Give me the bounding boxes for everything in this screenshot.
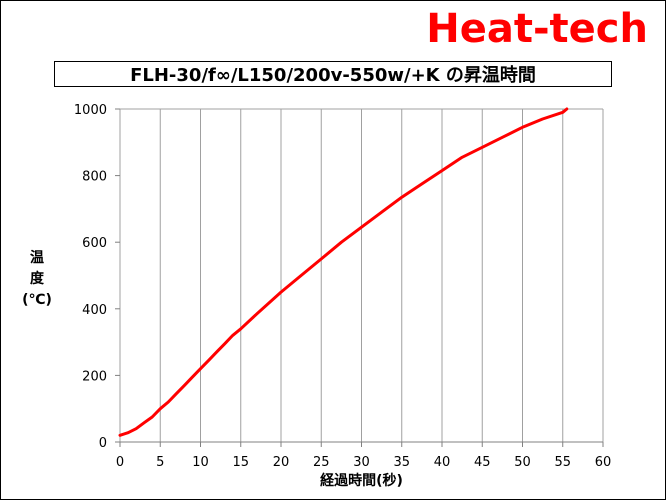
x-tick-label: 25 <box>313 455 330 470</box>
x-tick-label: 50 <box>514 455 531 470</box>
brand-logo: Heat-tech <box>426 6 648 52</box>
y-tick-label: 200 <box>82 369 107 384</box>
y-axis-title-line: (℃) <box>22 292 52 308</box>
x-tick-label: 20 <box>273 455 290 470</box>
x-tick-label: 5 <box>156 455 164 470</box>
x-tick-label: 55 <box>554 455 571 470</box>
y-tick-label: 600 <box>82 236 107 251</box>
x-axis-title: 経過時間(秒) <box>320 472 403 489</box>
y-tick-labels: 0 200 400 600 800 1000 <box>74 103 107 451</box>
series-line <box>118 107 569 437</box>
x-tick-labels: 0 5 10 15 20 25 30 35 40 45 50 55 60 <box>116 455 611 470</box>
y-tick-label: 0 <box>99 436 107 451</box>
chart-title-box: FLH-30/f∞/L150/200v-550w/+K の昇温時間 <box>54 61 612 87</box>
y-axis-title-line: 温 <box>30 250 44 266</box>
y-axis-title-line: 度 <box>30 270 45 287</box>
y-tick-label: 800 <box>82 170 107 185</box>
series-lines <box>118 107 569 437</box>
x-tick-label: 30 <box>353 455 370 470</box>
chart-title: FLH-30/f∞/L150/200v-550w/+K の昇温時間 <box>130 65 536 86</box>
plot-area <box>115 108 604 447</box>
x-tick-label: 15 <box>232 455 249 470</box>
y-tick-label: 400 <box>82 303 107 318</box>
x-tick-label: 10 <box>192 455 209 470</box>
x-tick-label: 45 <box>474 455 491 470</box>
x-tick-label: 60 <box>595 455 612 470</box>
y-tick-label: 1000 <box>74 103 107 118</box>
y-axis-title: 温度 (℃) <box>22 250 52 308</box>
x-tick-label: 35 <box>393 455 410 470</box>
x-tick-label: 0 <box>116 455 124 470</box>
x-tick-label: 40 <box>434 455 451 470</box>
